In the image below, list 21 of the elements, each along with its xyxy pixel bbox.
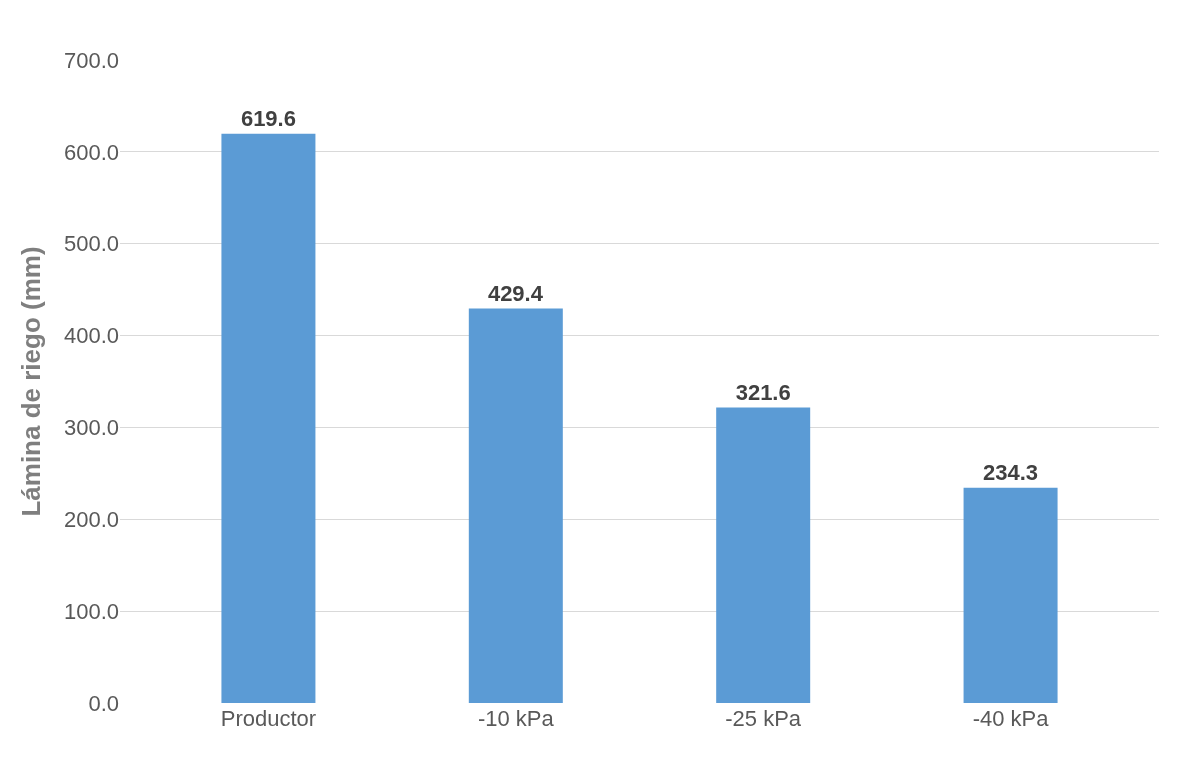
bar: [963, 487, 1058, 703]
y-tick-label: 0.0: [88, 690, 119, 716]
x-tick-label: -10 kPa: [477, 706, 555, 731]
data-label: 619.6: [240, 105, 296, 131]
y-tick-label: 300.0: [63, 415, 119, 441]
data-label: 234.3: [983, 459, 1039, 485]
y-tick-label: 700.0: [63, 47, 119, 73]
bar: [221, 133, 316, 703]
x-tick-label: -40 kPa: [972, 706, 1050, 731]
y-tick-label: 100.0: [63, 598, 119, 624]
y-tick-label: 200.0: [63, 506, 119, 532]
x-tick-label: -25 kPa: [725, 706, 802, 731]
y-tick-label: 600.0: [63, 139, 119, 165]
y-axis-title: Lámina de riego (mm): [16, 246, 47, 517]
y-tick-label: 400.0: [63, 323, 119, 349]
data-label: 321.6: [735, 379, 791, 405]
x-tick-label: Productor: [220, 706, 317, 731]
bar: [716, 407, 811, 703]
bar: [468, 308, 563, 703]
y-tick-label: 500.0: [63, 231, 119, 257]
data-label: 429.4: [487, 280, 544, 306]
